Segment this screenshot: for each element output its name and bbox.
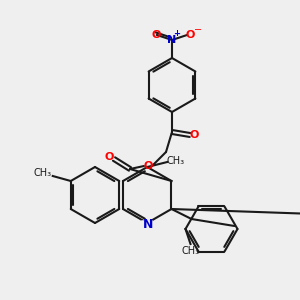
Text: CH₃: CH₃: [34, 168, 52, 178]
Text: N: N: [167, 35, 177, 45]
Text: CH₃: CH₃: [166, 156, 184, 166]
Text: O: O: [104, 152, 114, 162]
Text: −: −: [194, 25, 202, 35]
Text: N: N: [143, 218, 153, 232]
Text: +: +: [173, 29, 181, 38]
Text: O: O: [189, 130, 199, 140]
Text: O: O: [185, 30, 195, 40]
Text: O: O: [151, 30, 161, 40]
Text: CH₃: CH₃: [182, 246, 200, 256]
Text: O: O: [143, 161, 153, 171]
